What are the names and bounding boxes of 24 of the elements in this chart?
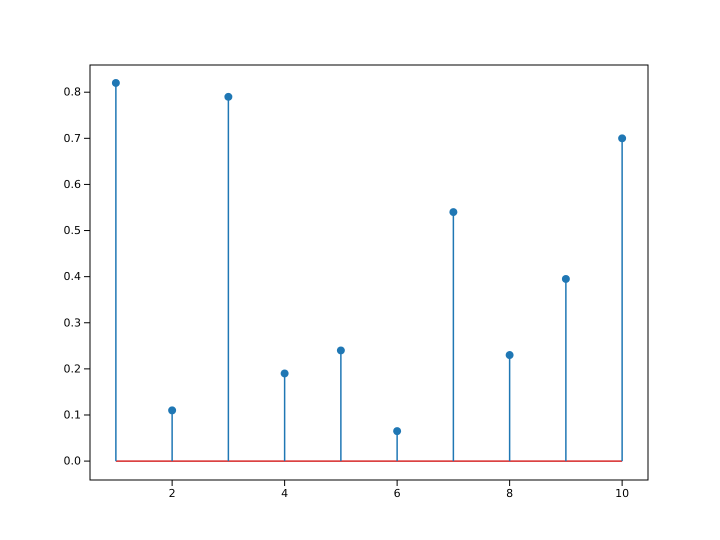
y-tick-label: 0.2: [64, 362, 81, 376]
point: [168, 406, 176, 414]
point: [336, 346, 345, 354]
point: [506, 351, 514, 360]
y-tick-label: 0.1: [64, 408, 81, 422]
point: [112, 79, 120, 87]
y-tick-label: 0.4: [64, 270, 81, 284]
x-tick-label: 4: [281, 486, 288, 500]
point: [393, 427, 402, 436]
x-tick-label: 8: [506, 486, 514, 500]
x-tick-label: 6: [394, 486, 401, 500]
point: [449, 208, 458, 216]
point: [562, 274, 570, 283]
y-tick-label: 0.7: [64, 132, 81, 145]
point: [280, 370, 289, 378]
point: [618, 134, 626, 142]
y-tick-label: 0.6: [64, 178, 81, 191]
y-tick-label: 0.8: [64, 86, 81, 99]
x-tick-label: 2: [168, 486, 176, 500]
y-tick-label: 0.3: [64, 316, 81, 330]
y-tick-label: 0.0: [64, 454, 81, 468]
y-tick-label: 0.5: [64, 224, 81, 238]
x-tick-label: 10: [615, 486, 630, 500]
point: [224, 92, 232, 101]
